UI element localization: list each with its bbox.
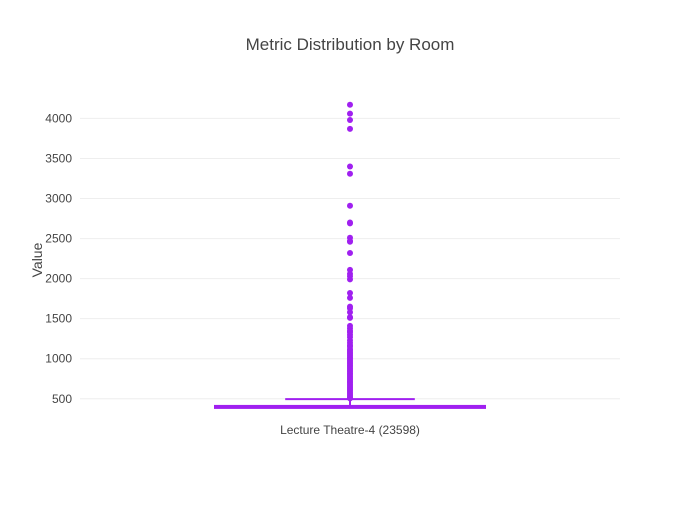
- y-tick-label: 2000: [45, 272, 72, 286]
- outlier-point: [347, 290, 353, 297]
- outlier-point: [347, 101, 353, 108]
- outlier-point: [347, 170, 353, 177]
- y-tick-label: 3000: [45, 192, 72, 206]
- outlier-point: [347, 202, 353, 209]
- x-category-label: Lecture Theatre-4 (23598): [280, 423, 420, 437]
- outlier-point: [347, 238, 353, 245]
- y-tick-label: 1500: [45, 312, 72, 326]
- outlier-point: [347, 276, 353, 283]
- outlier-point: [347, 294, 353, 301]
- outlier-point: [347, 163, 353, 170]
- outlier-point: [347, 309, 353, 316]
- outlier-point: [347, 395, 353, 402]
- outlier-point: [347, 249, 353, 256]
- y-tick-label: 1000: [45, 352, 72, 366]
- y-tick-label: 500: [52, 392, 72, 406]
- chart-title: Metric Distribution by Room: [246, 35, 455, 54]
- outlier-point: [347, 125, 353, 132]
- box-layer: [214, 101, 486, 409]
- y-tick-label: 2500: [45, 232, 72, 246]
- y-axis-title: Value: [29, 242, 45, 277]
- y-tick-label: 3500: [45, 151, 72, 165]
- outlier-point: [347, 220, 353, 227]
- outlier-point: [347, 314, 353, 321]
- outlier-point: [347, 110, 353, 117]
- y-tick-labels: 500 1000 1500 2000 2500 3000 3500 4000: [45, 111, 72, 405]
- y-tick-label: 4000: [45, 111, 72, 125]
- x-category-labels: Lecture Theatre-4 (23598): [280, 423, 420, 437]
- outlier-point: [347, 117, 353, 124]
